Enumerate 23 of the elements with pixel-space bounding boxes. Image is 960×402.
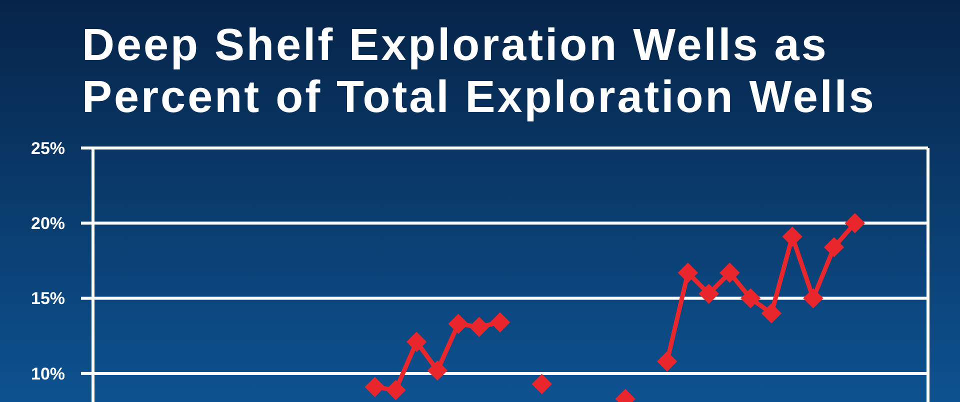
y-tick-label: 15% [30, 289, 66, 308]
point [532, 374, 552, 394]
point [386, 380, 406, 400]
point [427, 360, 448, 381]
point [364, 376, 385, 398]
y-tick-label: 10% [30, 364, 66, 384]
point [469, 316, 490, 337]
y-tick-label: 20% [30, 214, 66, 234]
point [656, 351, 678, 372]
point [720, 262, 740, 283]
y-tick-label: 25% [30, 138, 66, 158]
point [406, 332, 427, 352]
point [698, 284, 719, 304]
chart-title: Deep Shelf Exploration Wells as Percent of Total Exploration Wells [82, 19, 876, 122]
point [740, 288, 761, 308]
point [844, 213, 866, 234]
point [782, 226, 802, 247]
point [490, 312, 510, 332]
point [824, 237, 844, 258]
point [803, 288, 824, 308]
point [448, 314, 468, 334]
point [678, 262, 698, 283]
point [761, 303, 782, 324]
